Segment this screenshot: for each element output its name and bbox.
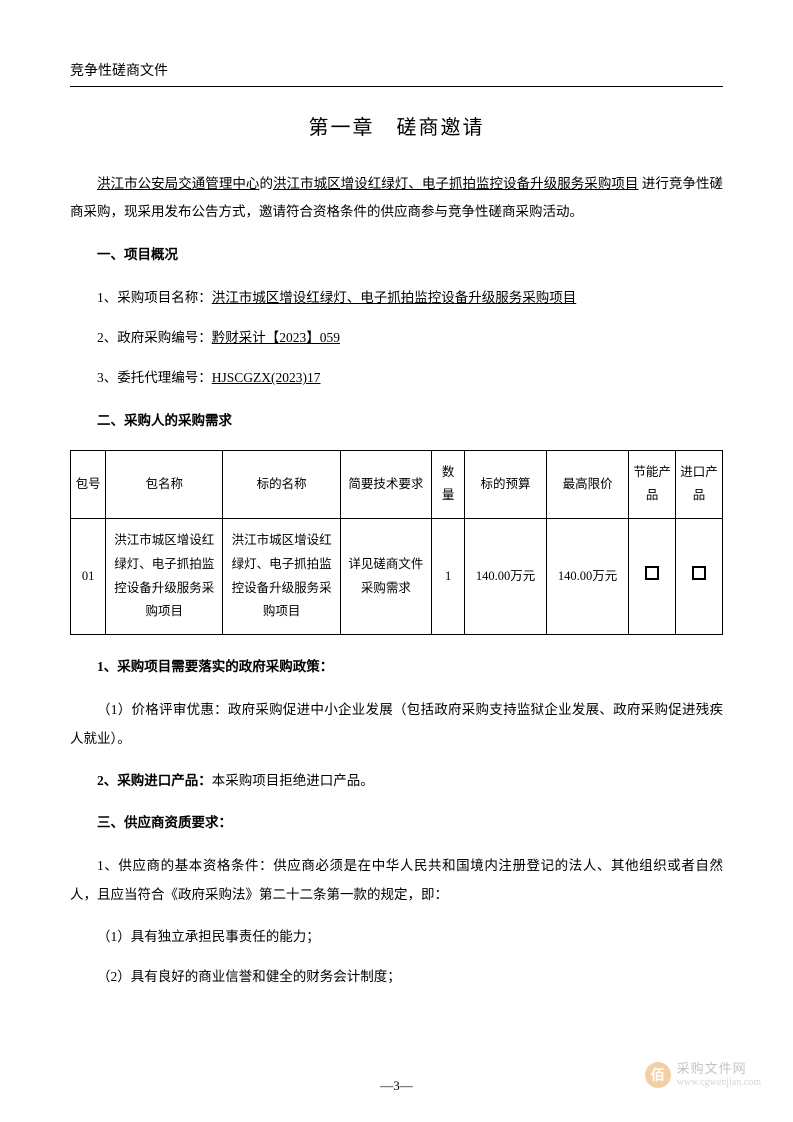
item-agent-number: 3、委托代理编号：HJSCGZX(2023)17 [70, 364, 723, 392]
watermark: 佰 采购文件网 www.cgwenjian.com [645, 1062, 761, 1088]
intro-org: 洪江市公安局交通管理中心 [97, 176, 259, 191]
table-header-row: 包号 包名称 标的名称 简要技术要求 数量 标的预算 最高限价 节能产品 进口产… [71, 450, 723, 519]
intro-project: 洪江市城区增设红绿灯、电子抓拍监控设备升级服务采购项目 [273, 176, 638, 191]
section1-heading: 一、项目概况 [70, 241, 723, 268]
section3-heading: 三、供应商资质要求： [70, 809, 723, 836]
doc-type-label: 竞争性磋商文件 [70, 60, 723, 80]
th-budget: 标的预算 [464, 450, 546, 519]
table-row: 01 洪江市城区增设红绿灯、电子抓拍监控设备升级服务采购项目 洪江市城区增设红绿… [71, 519, 723, 635]
item2-label: 2、政府采购编号： [97, 330, 212, 345]
item-project-name: 1、采购项目名称：洪江市城区增设红绿灯、电子抓拍监控设备升级服务采购项目 [70, 284, 723, 312]
policy-heading: 1、采购项目需要落实的政府采购政策： [70, 653, 723, 680]
req-bullet-1: （1）具有独立承担民事责任的能力； [70, 923, 723, 951]
import-policy-line: 2、采购进口产品：本采购项目拒绝进口产品。 [70, 767, 723, 795]
intro-paragraph: 洪江市公安局交通管理中心的洪江市城区增设红绿灯、电子抓拍监控设备升级服务采购项目… [70, 170, 723, 227]
eco-checkbox [645, 566, 659, 580]
th-import: 进口产品 [676, 450, 723, 519]
td-import [676, 519, 723, 635]
watermark-cn: 采购文件网 [677, 1062, 761, 1076]
th-subject: 标的名称 [223, 450, 340, 519]
intro-mid: 的 [259, 176, 273, 191]
chapter-title: 第一章 磋商邀请 [70, 111, 723, 140]
th-eco: 节能产品 [629, 450, 676, 519]
header-divider [70, 86, 723, 87]
import-policy-text: 本采购项目拒绝进口产品。 [212, 773, 374, 788]
import-checkbox [692, 566, 706, 580]
td-pkgname: 洪江市城区增设红绿灯、电子抓拍监控设备升级服务采购项目 [106, 519, 223, 635]
supplier-basic-req: 1、供应商的基本资格条件：供应商必须是在中华人民共和国境内注册登记的法人、其他组… [70, 852, 723, 909]
section2-heading: 二、采购人的采购需求 [70, 407, 723, 434]
td-budget: 140.00万元 [464, 519, 546, 635]
th-pkgname: 包名称 [106, 450, 223, 519]
td-max: 140.00万元 [547, 519, 629, 635]
req-bullet-2: （2）具有良好的商业信誉和健全的财务会计制度； [70, 963, 723, 991]
item3-value: HJSCGZX(2023)17 [212, 370, 321, 385]
policy-p1: （1）价格评审优惠：政府采购促进中小企业发展（包括政府采购支持监狱企业发展、政府… [70, 696, 723, 753]
watermark-logo-icon: 佰 [645, 1062, 671, 1088]
item1-value: 洪江市城区增设红绿灯、电子抓拍监控设备升级服务采购项目 [212, 290, 577, 305]
th-tech: 简要技术要求 [340, 450, 431, 519]
watermark-url: www.cgwenjian.com [677, 1077, 761, 1088]
td-tech: 详见磋商文件采购需求 [340, 519, 431, 635]
th-max: 最高限价 [547, 450, 629, 519]
item-gov-number: 2、政府采购编号：黔财采计【2023】059 [70, 324, 723, 352]
import-policy-heading: 2、采购进口产品： [97, 773, 212, 788]
requirements-table: 包号 包名称 标的名称 简要技术要求 数量 标的预算 最高限价 节能产品 进口产… [70, 450, 723, 636]
item2-value: 黔财采计【2023】059 [212, 330, 340, 345]
item3-label: 3、委托代理编号： [97, 370, 212, 385]
th-pkgno: 包号 [71, 450, 106, 519]
td-subject: 洪江市城区增设红绿灯、电子抓拍监控设备升级服务采购项目 [223, 519, 340, 635]
item1-label: 1、采购项目名称： [97, 290, 212, 305]
watermark-text-block: 采购文件网 www.cgwenjian.com [677, 1062, 761, 1087]
th-qty: 数量 [432, 450, 465, 519]
td-pkgno: 01 [71, 519, 106, 635]
td-qty: 1 [432, 519, 465, 635]
td-eco [629, 519, 676, 635]
